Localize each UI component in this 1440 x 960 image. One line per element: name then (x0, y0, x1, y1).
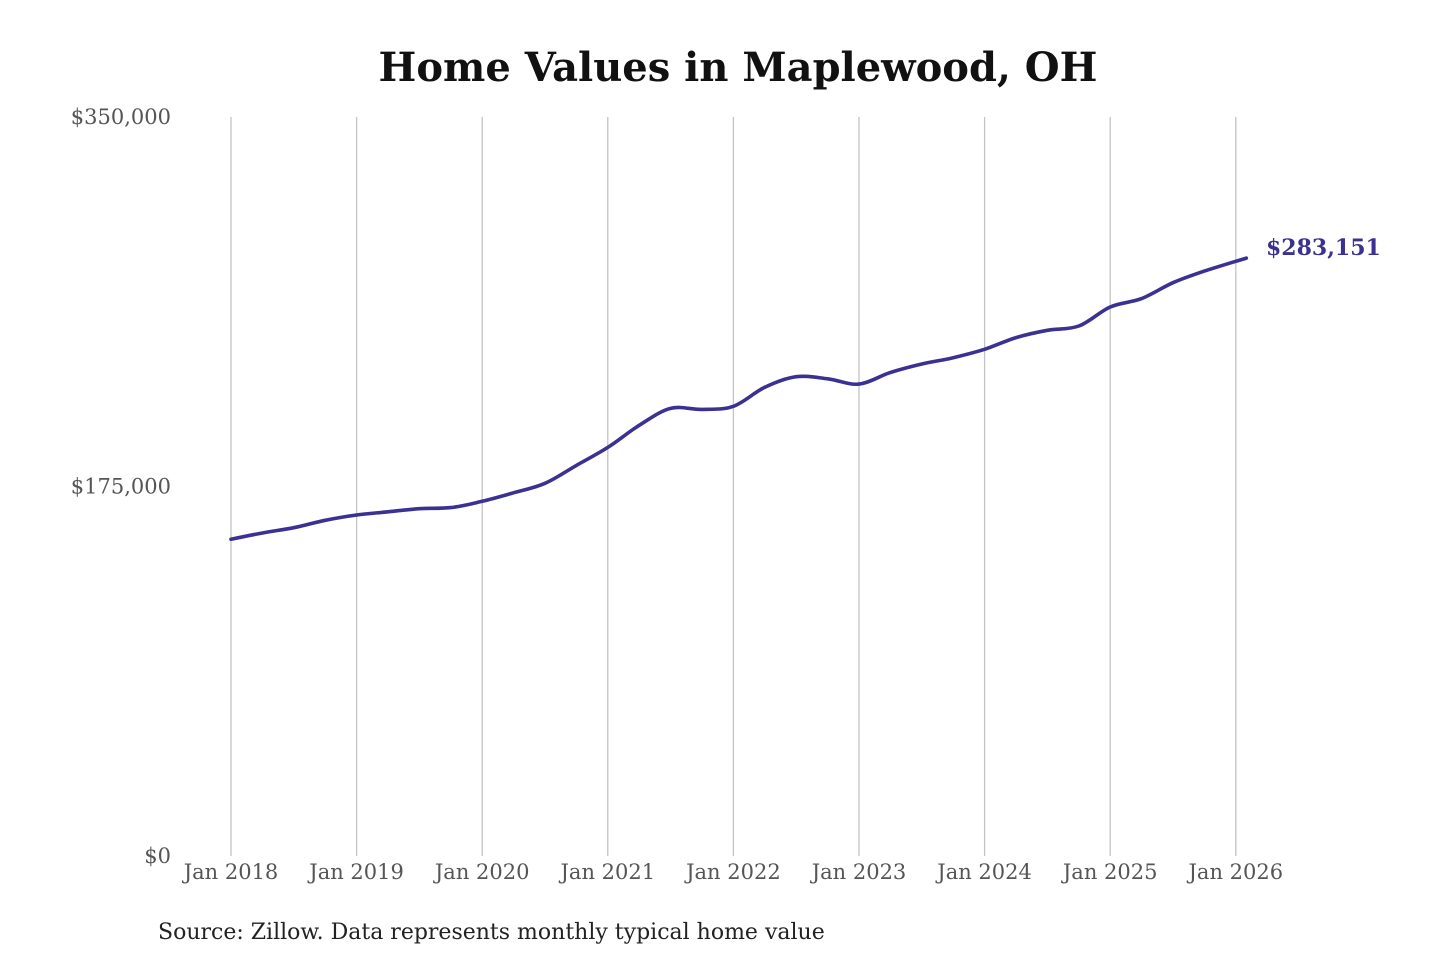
x-tick-label: Jan 2025 (1061, 860, 1158, 884)
x-tick-label: Jan 2024 (935, 860, 1032, 884)
y-axis-ticks: $0 $175,000 $350,000 (71, 105, 171, 868)
x-tick-label: Jan 2019 (307, 860, 404, 884)
x-tick-label: Jan 2018 (182, 860, 279, 884)
y-tick-label: $350,000 (71, 105, 171, 129)
series-line (229, 256, 1249, 542)
y-tick-label: $0 (144, 844, 171, 868)
source-note: Source: Zillow. Data represents monthly … (158, 920, 825, 945)
x-tick-label: Jan 2026 (1187, 860, 1284, 884)
x-tick-label: Jan 2022 (684, 860, 781, 884)
x-tick-label: Jan 2020 (433, 860, 530, 884)
x-tick-label: Jan 2023 (810, 860, 907, 884)
x-tick-label: Jan 2021 (559, 860, 656, 884)
series-group (229, 256, 1249, 542)
x-axis-ticks: Jan 2018 Jan 2019 Jan 2020 Jan 2021 Jan 2022… (182, 860, 1283, 884)
chart-title: Home Values in Maplewood, OH (379, 44, 1098, 91)
grid-lines (230, 117, 1237, 856)
end-value-label: $283,151 (1266, 235, 1381, 261)
y-tick-label: $175,000 (71, 475, 171, 499)
